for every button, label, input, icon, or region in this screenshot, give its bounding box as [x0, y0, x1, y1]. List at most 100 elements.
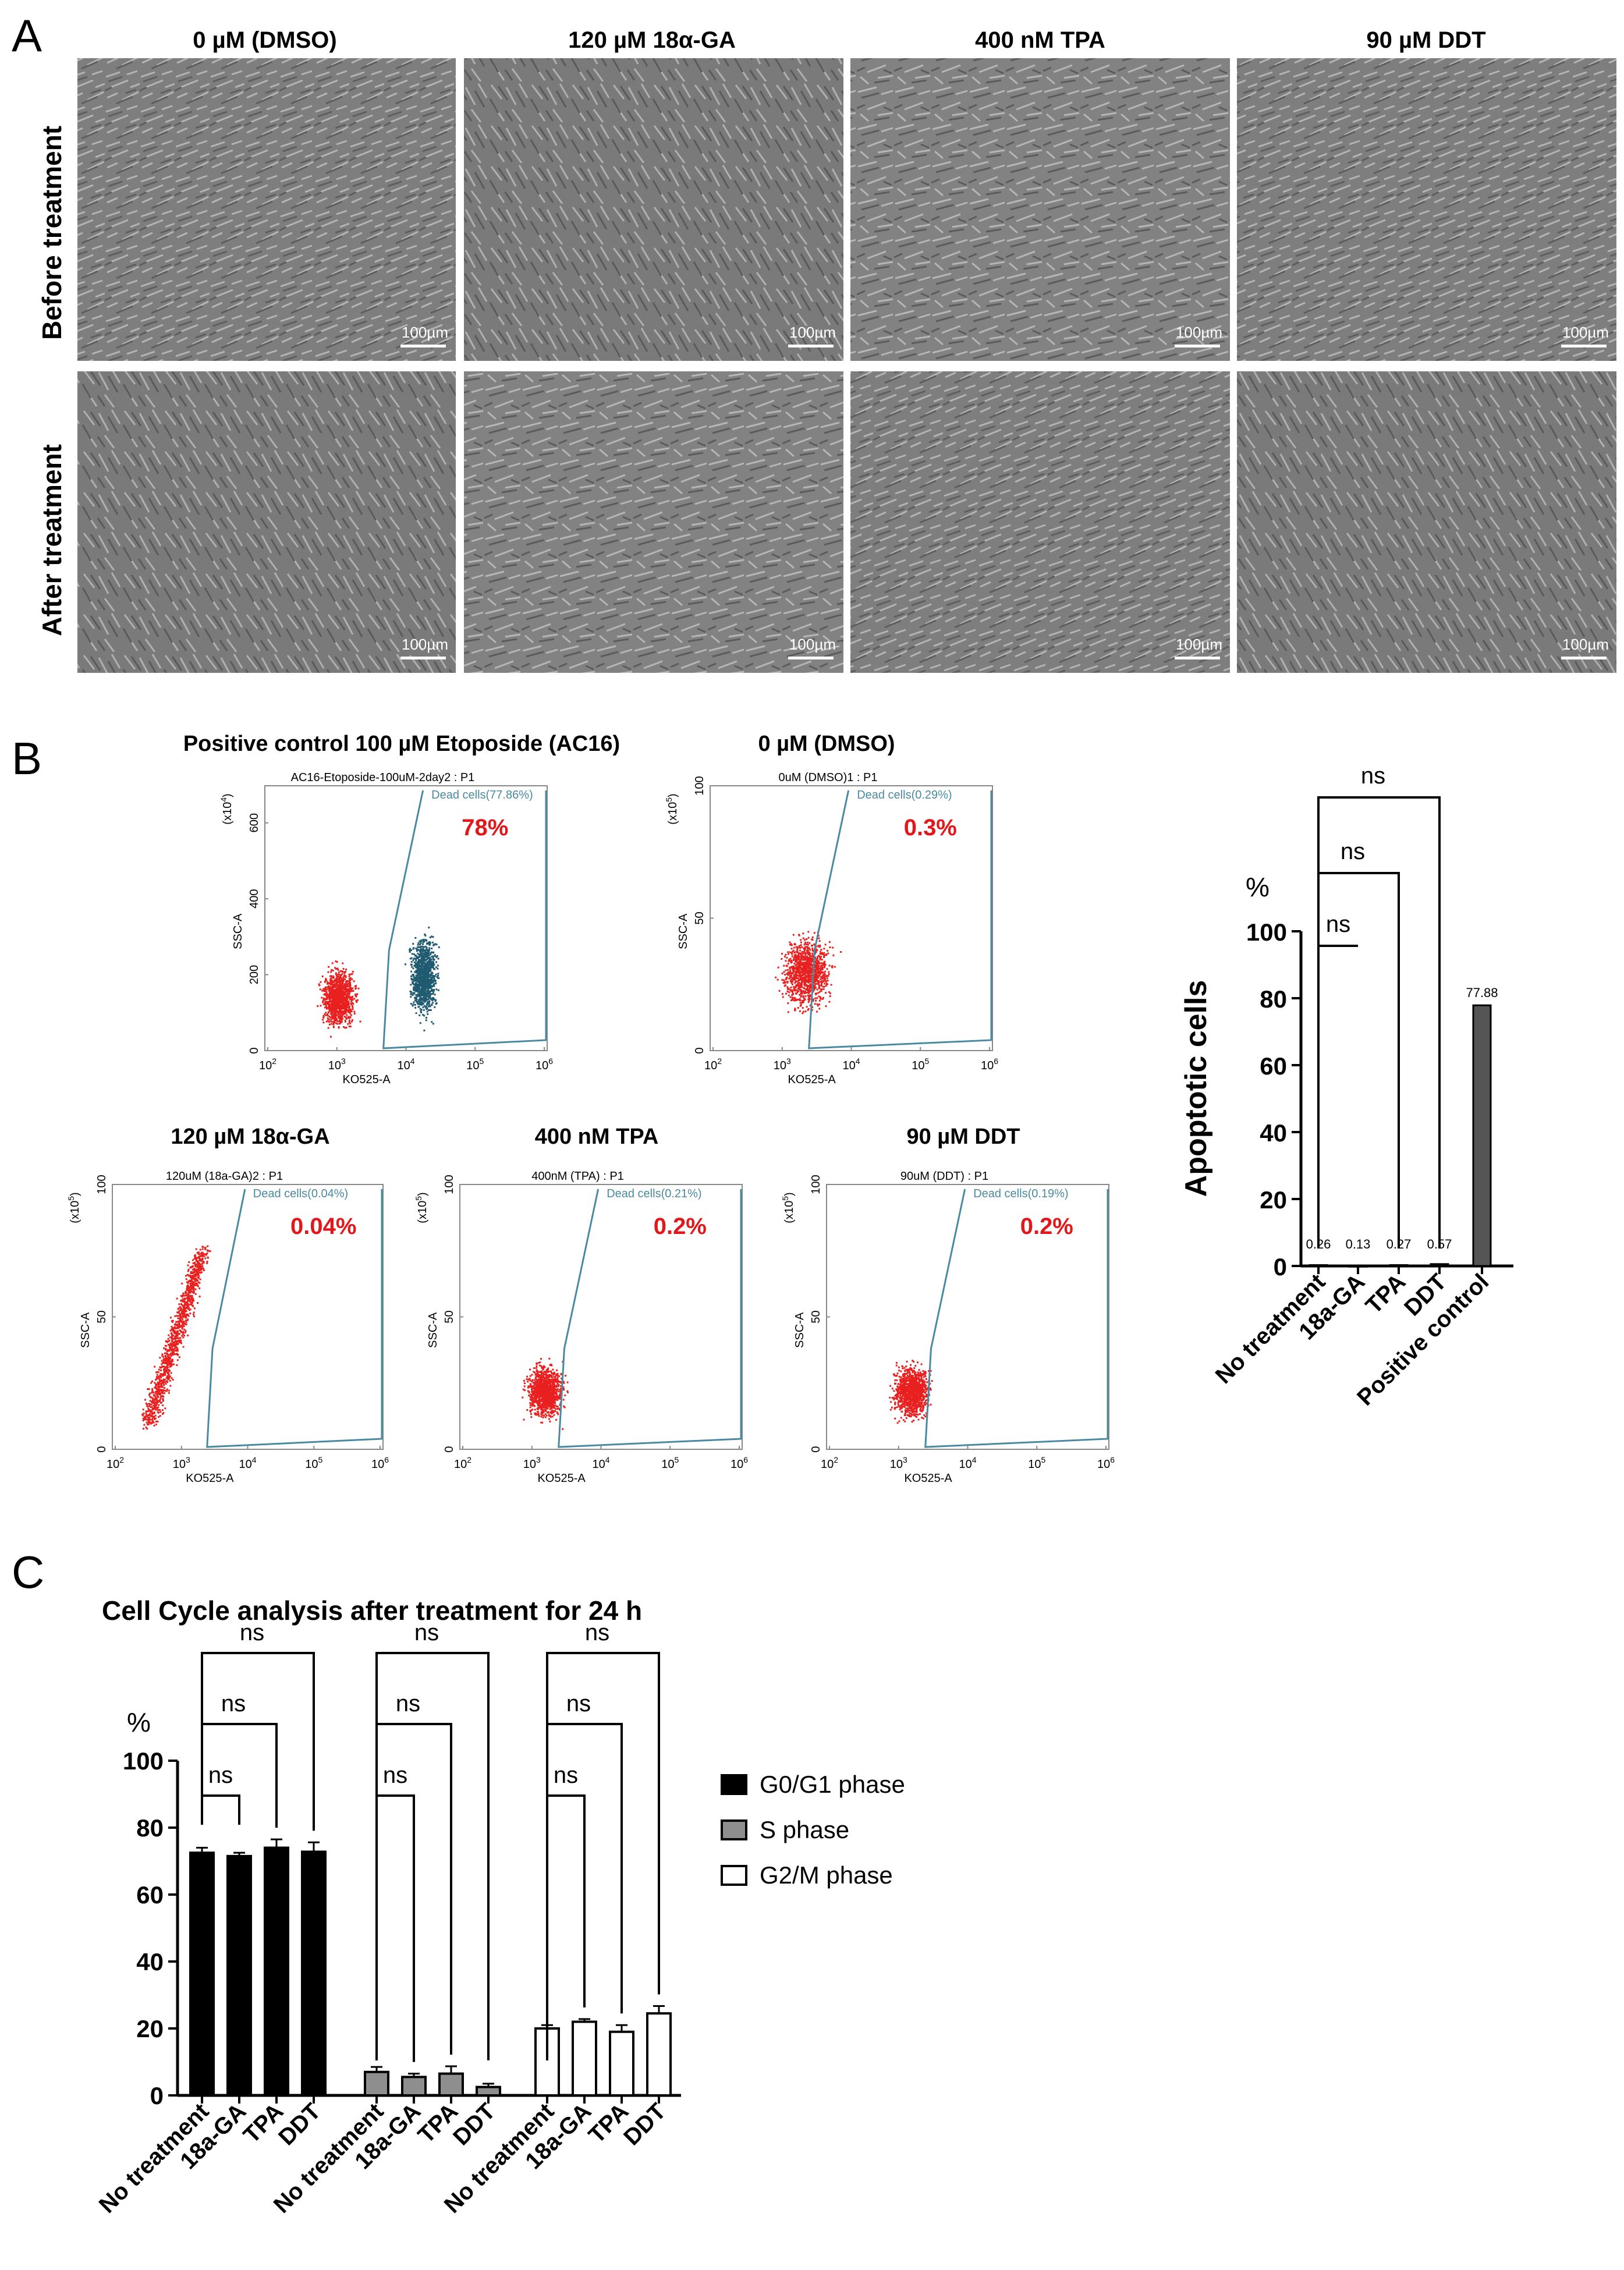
event-dot [345, 1026, 348, 1028]
event-dot [425, 939, 427, 941]
event-dot [166, 1388, 168, 1391]
event-dot [339, 987, 341, 989]
event-dot [336, 961, 338, 963]
event-dot [189, 1296, 190, 1299]
event-dot [334, 983, 336, 985]
event-dot [163, 1381, 165, 1384]
event-dot [164, 1389, 166, 1392]
event-dot [153, 1398, 154, 1400]
event-dot [155, 1383, 157, 1385]
event-dot [172, 1341, 174, 1343]
event-dot [429, 976, 431, 978]
event-dot [186, 1297, 188, 1299]
event-dot [345, 1008, 347, 1010]
event-dot [156, 1394, 158, 1396]
event-dot [789, 966, 791, 969]
event-dot [438, 946, 440, 948]
event-dot [817, 959, 819, 962]
event-dot [341, 1021, 343, 1023]
event-dot [814, 960, 817, 963]
event-dot [419, 940, 421, 942]
event-dot [171, 1338, 173, 1340]
event-dot [151, 1408, 154, 1410]
event-dot [417, 972, 419, 974]
event-dot [335, 995, 338, 996]
event-dot [808, 957, 810, 959]
event-dot [327, 1019, 329, 1022]
event-dot [183, 1325, 185, 1327]
event-dot [344, 996, 346, 999]
event-dot [559, 1398, 561, 1400]
event-dot [352, 970, 354, 973]
event-dot [356, 1000, 358, 1002]
event-dot [348, 992, 350, 994]
event-dot [817, 1005, 819, 1007]
event-dot [350, 989, 353, 992]
event-dot [815, 966, 818, 968]
event-dot [331, 988, 333, 990]
event-dot [413, 947, 415, 949]
event-dot [334, 1016, 336, 1018]
event-dot [794, 951, 796, 953]
event-dot [419, 974, 421, 976]
event-dot [175, 1323, 176, 1325]
event-dot [415, 996, 417, 998]
event-dot [796, 946, 799, 948]
event-dot [182, 1294, 184, 1296]
event-dot [332, 977, 335, 979]
event-dot [342, 999, 344, 1001]
event-dot [808, 995, 810, 998]
event-dot [431, 941, 434, 944]
event-dot [198, 1265, 200, 1268]
event-dot [784, 982, 786, 984]
flow-plot-heading: 0 µM (DMSO) [758, 732, 895, 756]
event-dot [423, 967, 425, 969]
event-dot [425, 946, 428, 949]
event-dot [171, 1328, 173, 1331]
event-dot [785, 969, 787, 971]
event-dot [162, 1400, 164, 1402]
event-dot [423, 956, 425, 957]
event-dot [176, 1343, 179, 1345]
event-dot [420, 1000, 422, 1002]
event-dot [162, 1358, 165, 1360]
event-dot [345, 987, 347, 989]
event-dot [184, 1315, 186, 1317]
flow-plot-y-tick: 50 [95, 1310, 108, 1323]
event-dot [186, 1296, 189, 1299]
event-dot [332, 975, 335, 977]
event-dot [807, 998, 810, 1001]
event-dot [337, 969, 339, 971]
event-dot [434, 954, 436, 956]
event-dot [423, 980, 425, 983]
event-dot [332, 996, 334, 999]
event-dot [792, 968, 795, 970]
event-dot [169, 1365, 171, 1368]
event-dot [785, 964, 788, 967]
flow-plot-red-events [141, 1245, 211, 1430]
event-dot [192, 1262, 194, 1264]
event-dot [339, 1021, 342, 1023]
event-dot [566, 1381, 569, 1384]
event-dot [419, 990, 421, 992]
event-dot [348, 1025, 350, 1027]
event-dot [168, 1375, 170, 1378]
event-dot [792, 977, 794, 980]
event-dot [180, 1317, 183, 1319]
event-dot [815, 961, 818, 963]
event-dot [165, 1357, 167, 1359]
event-dot [434, 980, 437, 983]
event-dot [791, 994, 793, 996]
event-dot [426, 963, 428, 965]
event-dot [432, 957, 434, 960]
event-dot [329, 1016, 331, 1018]
event-dot [328, 1001, 331, 1003]
event-dot [197, 1260, 199, 1262]
event-dot [343, 974, 346, 976]
event-dot [329, 994, 331, 995]
event-dot [348, 984, 350, 986]
event-dot [432, 980, 434, 983]
event-dot [331, 986, 333, 988]
event-dot [154, 1417, 156, 1420]
